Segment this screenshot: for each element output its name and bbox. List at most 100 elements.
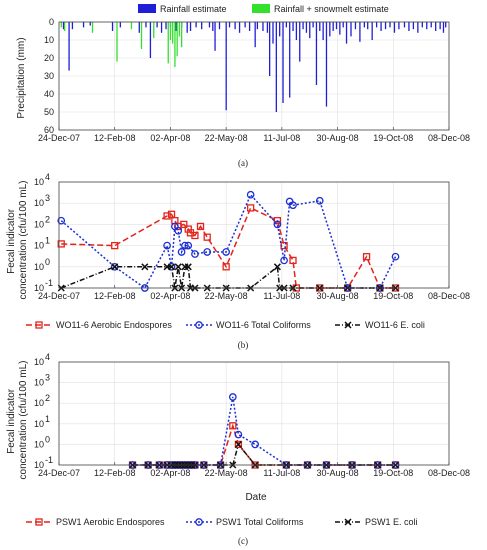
- x-tick-label: 24-Dec-07: [38, 133, 80, 143]
- precip-bar: [176, 22, 178, 57]
- precip-bar: [212, 22, 214, 31]
- marker-circle: [315, 196, 324, 205]
- precip-bar: [62, 22, 65, 30]
- wo11-ylabel: Fecal indicator concentration (cfu/100 m…: [6, 181, 29, 300]
- precip-bar: [442, 22, 445, 33]
- marker-x: [344, 321, 352, 329]
- precip-bar: [389, 22, 391, 28]
- marker-square: [196, 222, 205, 231]
- precip-bar: [371, 22, 373, 40]
- precip-bar: [262, 22, 264, 31]
- precip-bar: [435, 22, 437, 31]
- marker-circle: [174, 226, 183, 235]
- precipitation-legend: Rainfall estimate Rainfall + snowmelt es…: [138, 4, 389, 14]
- marker-square: [234, 440, 243, 449]
- x-tick-label: 19-Oct-08: [373, 291, 413, 301]
- marker-circle: [181, 241, 189, 250]
- x-tick-label: 11-Jul-08: [263, 133, 300, 143]
- y-tick-label: 30: [44, 71, 54, 81]
- legend-label: WO11-6 E. coli: [365, 320, 425, 330]
- precip-bar: [439, 22, 441, 30]
- precip-bar: [408, 22, 410, 31]
- precip-bar: [175, 22, 177, 31]
- y-tick-exponent: -1: [45, 455, 53, 465]
- series-line: [60, 193, 397, 290]
- x-tick-label: 12-Feb-08: [94, 291, 136, 301]
- precip-bar: [421, 22, 423, 28]
- precip-bar: [160, 22, 163, 33]
- series-line: [132, 423, 396, 466]
- psw1-ylabel-line2: concentration (cfu/100 mL): [18, 361, 29, 480]
- marker-circle: [228, 393, 237, 401]
- y-tick-label: 10: [34, 439, 44, 449]
- precip-bar: [145, 22, 147, 28]
- y-tick-label: 10: [34, 283, 44, 293]
- y-tick-label: 10: [34, 198, 44, 208]
- precip-bar: [234, 22, 236, 30]
- y-tick-label: 0: [49, 17, 54, 27]
- y-tick-label: 40: [44, 89, 54, 99]
- marker-circle: [273, 220, 282, 229]
- legend-label: WO11-6 Aerobic Endospores: [56, 320, 172, 330]
- precip-bar: [82, 22, 85, 28]
- marker-x: [174, 263, 182, 271]
- x-tick-label: 12-Feb-08: [94, 468, 136, 478]
- y-tick-exponent: 4: [45, 352, 50, 362]
- legend-label: WO11-6 Total Coliforms: [216, 320, 311, 330]
- panel-caption-c: (c): [238, 536, 248, 546]
- marker-square: [191, 231, 199, 240]
- y-tick-label: 10: [34, 398, 44, 408]
- marker-square: [184, 225, 192, 233]
- wo11-frame: [58, 181, 450, 289]
- panel-caption-a: (a): [238, 158, 248, 168]
- precip-bar: [189, 22, 192, 31]
- x-tick-label: 22-May-08: [205, 291, 248, 301]
- precip-bar: [228, 22, 231, 28]
- marker-circle: [246, 190, 255, 199]
- marker-circle: [251, 440, 259, 449]
- precip-bar: [354, 22, 357, 30]
- y-tick-exponent: 0: [45, 434, 50, 444]
- precip-bar: [342, 22, 344, 28]
- marker-circle: [289, 201, 297, 210]
- marker-x: [184, 263, 192, 271]
- precip-bar: [153, 22, 155, 39]
- precip-bar: [272, 22, 274, 44]
- precip-bar: [138, 22, 140, 33]
- precip-bar: [167, 22, 169, 64]
- precip-bar: [208, 22, 211, 28]
- precip-bar: [275, 22, 277, 112]
- x-tick-label: 30-Aug-08: [317, 468, 359, 478]
- precip-bar: [350, 22, 352, 37]
- precip-bar: [393, 22, 396, 33]
- precip-bar: [359, 22, 361, 42]
- psw1-legend: PSW1 Aerobic Endospores PSW1 Total Colifo…: [26, 517, 418, 527]
- y-tick-label: 10: [34, 357, 44, 367]
- precip-bar: [269, 22, 271, 76]
- marker-square: [203, 233, 211, 241]
- y-tick-label: 10: [44, 35, 54, 45]
- y-tick-label: 10: [34, 262, 44, 272]
- marker-circle: [195, 518, 203, 526]
- precip-bar: [119, 22, 121, 28]
- y-tick-label: 20: [44, 53, 54, 63]
- precip-bar: [89, 22, 91, 26]
- y-tick-exponent: 2: [45, 214, 50, 224]
- marker-circle: [57, 216, 66, 225]
- marker-circle: [203, 248, 212, 256]
- y-tick-exponent: 4: [45, 172, 50, 182]
- marker-square: [35, 518, 43, 526]
- marker-square: [362, 253, 371, 261]
- precipitation-ylabel: Precipitation (mm): [16, 37, 27, 118]
- marker-circle: [280, 256, 288, 265]
- marker-square: [111, 241, 119, 250]
- precip-bar: [68, 22, 70, 71]
- marker-square: [273, 217, 282, 225]
- precip-bar: [312, 22, 314, 28]
- x-tick-label: 11-Jul-08: [263, 468, 300, 478]
- precip-bar: [445, 22, 447, 28]
- precip-bar: [335, 22, 338, 30]
- precip-bar: [398, 22, 400, 30]
